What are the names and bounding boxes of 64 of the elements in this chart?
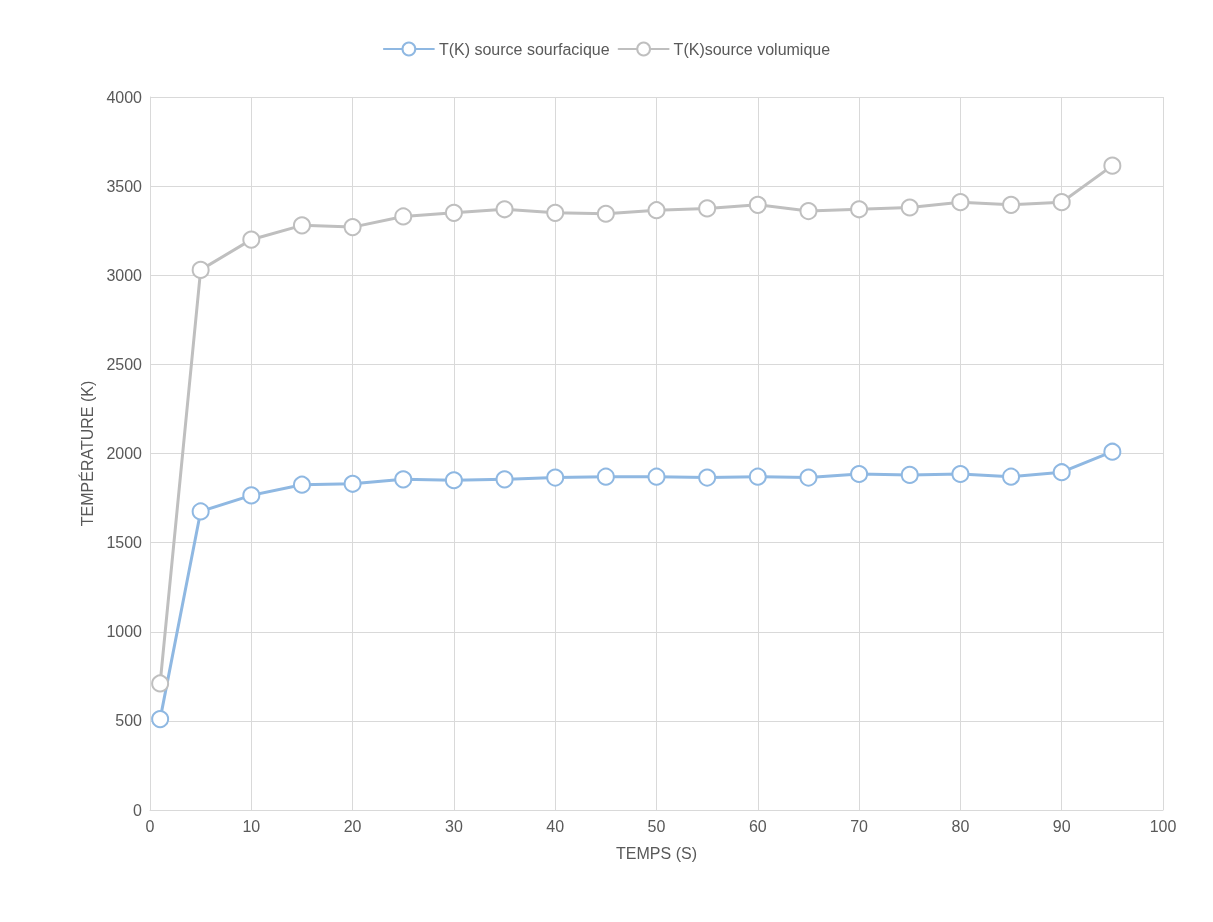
- point: [292, 475, 311, 494]
- point: [698, 468, 717, 487]
- point: [444, 203, 463, 222]
- point: [242, 230, 261, 249]
- point: [900, 198, 919, 217]
- point: [343, 474, 362, 493]
- point: [1103, 442, 1122, 461]
- y-tick-label: 3000: [106, 266, 143, 284]
- point: [1002, 195, 1021, 214]
- point: [495, 200, 514, 219]
- point: [191, 502, 210, 521]
- point: [951, 465, 970, 483]
- y-tick-label: 1000: [106, 623, 143, 641]
- point: [647, 201, 666, 220]
- x-tick-label: 100: [1149, 817, 1177, 835]
- point: [394, 207, 413, 226]
- point: [748, 467, 767, 486]
- y-tick-label: 4000: [106, 88, 143, 106]
- x-tick-label: 20: [343, 817, 362, 835]
- point: [343, 218, 362, 237]
- point: [191, 260, 210, 279]
- point: [799, 202, 818, 221]
- y-tick-label: 3500: [106, 177, 143, 195]
- point: [495, 470, 514, 489]
- point: [748, 195, 767, 214]
- point: [951, 193, 970, 212]
- point: [151, 710, 170, 729]
- point: [1052, 193, 1071, 212]
- point: [900, 465, 919, 484]
- point: [596, 467, 615, 486]
- x-tick-label: 70: [850, 817, 869, 835]
- y-axis-title: TEMPÉRATURE (K): [77, 380, 96, 527]
- point: [698, 199, 717, 218]
- x-tick-label: 40: [546, 817, 565, 835]
- point: [292, 216, 311, 235]
- x-tick-label: 60: [748, 817, 767, 835]
- point: [546, 203, 565, 222]
- point: [596, 204, 615, 223]
- point: [444, 471, 463, 490]
- point: [647, 467, 666, 486]
- x-tick-label: 0: [145, 817, 155, 835]
- x-tick-label: 30: [445, 817, 463, 835]
- point: [1052, 463, 1071, 482]
- x-axis-title: TEMPS (S): [616, 844, 697, 862]
- point: [1103, 156, 1122, 175]
- y-tick-label: 2500: [106, 355, 143, 373]
- point: [799, 468, 818, 487]
- point: [394, 470, 413, 489]
- point: [151, 674, 170, 693]
- point: [1002, 467, 1021, 486]
- point: [850, 465, 869, 483]
- y-tick-label: 0: [133, 801, 143, 819]
- point: [546, 468, 565, 487]
- legend-label: T(K)source volumique: [673, 40, 831, 58]
- x-tick-label: 90: [1052, 817, 1071, 835]
- legend-label: T(K) source sourfacique: [438, 40, 610, 58]
- x-tick-label: 50: [647, 817, 666, 835]
- y-tick-label: 1500: [106, 534, 143, 552]
- x-tick-label: 10: [242, 817, 261, 835]
- x-tick-label: 80: [951, 817, 970, 835]
- y-tick-label: 500: [115, 712, 143, 730]
- y-tick-label: 2000: [106, 445, 143, 462]
- point: [242, 486, 261, 505]
- point: [850, 200, 869, 219]
